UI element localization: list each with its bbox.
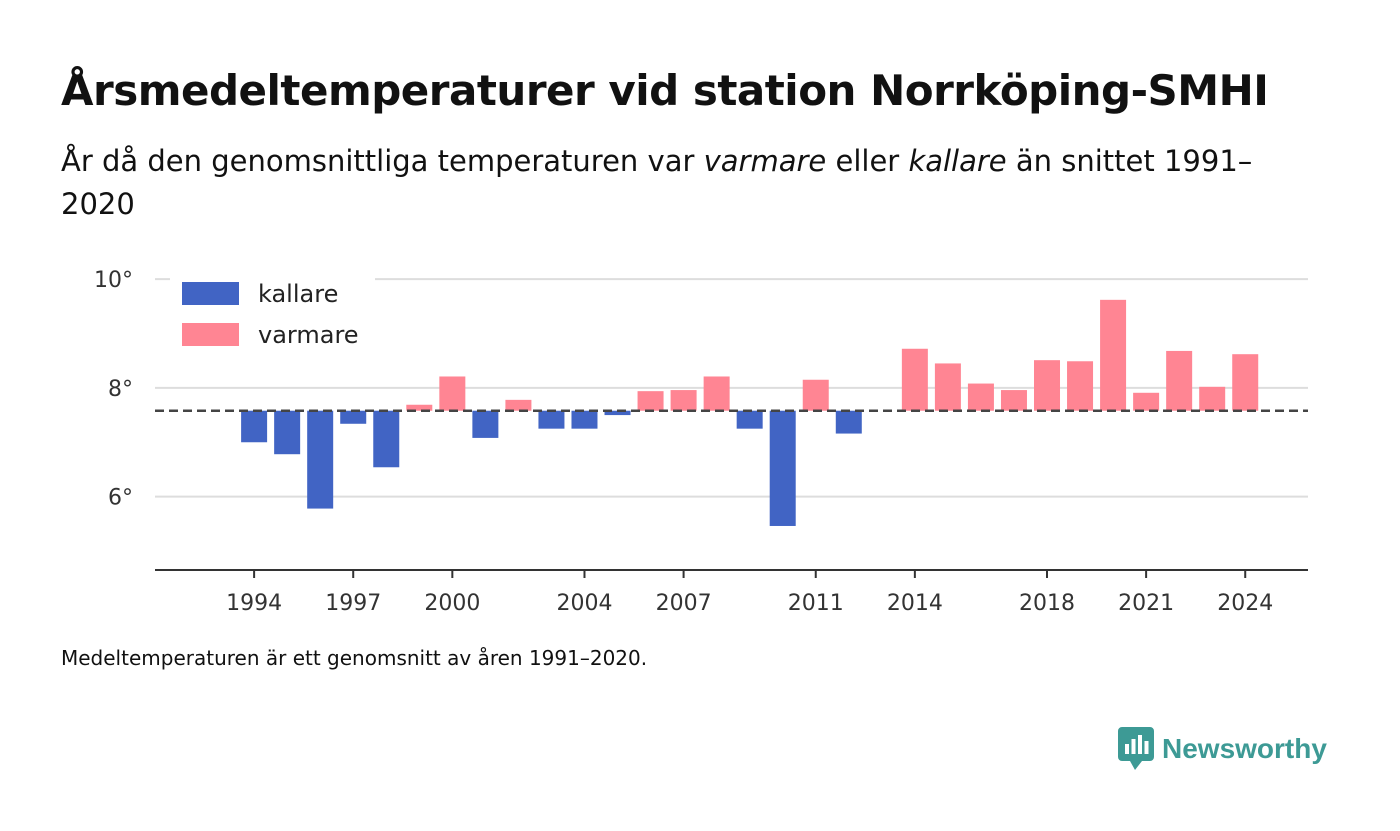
x-tick-label: 2007	[656, 591, 712, 616]
bar-2007	[670, 390, 697, 411]
chart-subtitle: År då den genomsnittliga temperaturen va…	[61, 140, 1261, 226]
bar-2016	[967, 383, 994, 411]
newsworthy-logo[interactable]: Newsworthy	[1118, 726, 1327, 772]
bar-2000	[439, 376, 466, 411]
bar-2006	[637, 391, 664, 411]
bar-1999	[406, 404, 433, 411]
newsworthy-icon	[1118, 727, 1154, 770]
footnote: Medeltemperaturen är ett genomsnitt av å…	[61, 646, 648, 670]
y-tick-label: 8°	[108, 377, 133, 402]
legend-label-kallare: kallare	[258, 280, 338, 308]
bar-2012	[835, 410, 862, 434]
x-tick-label: 2018	[1019, 591, 1075, 616]
bar-2023	[1199, 386, 1226, 411]
subtitle-warm: varmare	[703, 144, 827, 178]
bar-2015	[934, 363, 961, 411]
x-tick-label: 1994	[226, 591, 282, 616]
bar-2008	[703, 376, 730, 411]
bar-1998	[373, 410, 400, 468]
x-tick-label: 2024	[1217, 591, 1273, 616]
bar-1996	[307, 410, 334, 509]
bar-2011	[802, 379, 829, 411]
legend-label-varmare: varmare	[258, 321, 359, 349]
subtitle-prefix: År då den genomsnittliga temperaturen va…	[61, 144, 704, 178]
subtitle-mid: eller	[826, 144, 909, 178]
bar-2020	[1100, 299, 1127, 411]
bar-1995	[274, 410, 301, 455]
bar-2024	[1232, 354, 1259, 411]
bar-2022	[1166, 350, 1193, 411]
subtitle-suffix: än snittet 1991–2020	[61, 144, 1253, 221]
bar-2018	[1034, 360, 1061, 411]
legend-swatch-varmare	[182, 323, 239, 346]
x-tick-label: 2000	[424, 591, 480, 616]
temperature-bar-chart: 6° 8° 10° 1994 1997 2000 2004 2007 2011 2014 2018 2…	[94, 268, 1308, 616]
bar-2010	[769, 410, 796, 526]
x-tick-label: 2021	[1118, 591, 1174, 616]
y-tick-label: 6°	[108, 486, 133, 511]
x-tick-label: 2004	[556, 591, 612, 616]
bar-2019	[1067, 361, 1094, 411]
bar-2001	[472, 410, 499, 438]
x-tick-label: 2011	[788, 591, 844, 616]
bar-2021	[1133, 392, 1160, 411]
bar-2005	[604, 410, 631, 416]
subtitle-cold: kallare	[908, 144, 1007, 178]
legend-swatch-kallare	[182, 282, 239, 305]
brand-name: Newsworthy	[1162, 733, 1327, 764]
y-tick-label: 10°	[94, 268, 133, 293]
chart-title: Årsmedeltemperaturer vid station Norrköp…	[61, 66, 1269, 115]
bar-2014	[901, 348, 928, 411]
bar-2017	[1000, 390, 1027, 411]
bar-2004	[571, 410, 598, 429]
bar-2009	[736, 410, 763, 429]
bar-2003	[538, 410, 565, 429]
bar-1997	[340, 410, 367, 424]
bar-1994	[241, 410, 268, 443]
x-tick-label: 2014	[887, 591, 943, 616]
bar-2002	[505, 399, 532, 411]
x-tick-label: 1997	[325, 591, 381, 616]
